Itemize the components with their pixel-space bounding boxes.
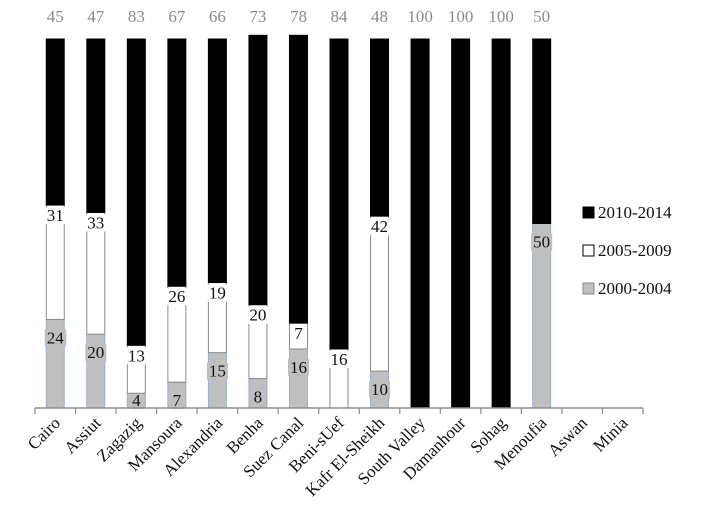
data-label-2005-2009-Mansoura: 26 [168,287,185,306]
bar-segment-2005-2009-Kafr El-Sheikh [370,215,390,372]
data-label-2005-2009-Suez Canal: 7 [294,324,303,343]
data-label-2010-2014-Kafr El-Sheikh: 48 [371,7,388,26]
data-label-2005-2009-Beni-sUef: 16 [331,350,348,369]
data-label-bg [130,392,144,409]
data-label-2005-2009-Kafr El-Sheikh: 42 [371,217,388,236]
bar-segment-2010-2014-Suez Canal [288,34,308,324]
legend-swatch-2000-2004 [582,282,595,295]
data-label-bg [125,347,147,365]
data-label-bg [369,381,391,399]
bar-segment-2010-2014-Damanhour [451,38,471,409]
data-label-2000-2004-Menoufia: 50 [533,233,550,252]
data-label-2010-2014-Sohag: 100 [488,7,514,26]
data-label-2005-2009-Assiut: 33 [87,213,104,232]
data-label-bg [247,306,269,324]
data-label-2010-2014-Beni-sUef: 84 [331,7,349,26]
bar-segment-2010-2014-Zagazig [126,38,146,346]
data-label-2010-2014-Benha: 73 [249,7,266,26]
bar-segment-2010-2014-Beni-sUef [329,38,349,350]
data-label-2005-2009-Benha: 20 [249,306,266,325]
bars-layer: 24 31 45 20 33 47 4 13 83 7 26 67 15 19 66 8 20 73 16 7 78 16… [44,7,553,410]
category-label-cairo: Cairo [24,413,64,453]
data-label-bg [85,344,107,362]
data-label-2010-2014-South Valley: 100 [407,7,433,26]
bar-segment-2010-2014-Assiut [86,38,106,213]
legend: 2010-2014 2005-2009 2000-2004 [582,203,672,298]
data-label-2010-2014-Menoufia: 50 [533,7,550,26]
data-label-2000-2004-Suez Canal: 16 [290,358,307,377]
bar-segment-2010-2014-Alexandria [207,38,227,284]
legend-swatch-2010-2014 [582,206,595,219]
data-label-bg [328,350,350,368]
bar-segment-2010-2014-Mansoura [167,38,187,287]
data-label-bg [44,207,66,225]
legend-label-2005-2009: 2005-2009 [598,241,672,260]
bar-segment-2010-2014-Sohag [491,38,511,409]
data-label-2000-2004-Kafr El-Sheikh: 10 [371,380,388,399]
data-label-bg [206,362,228,380]
data-label-bg [287,358,309,376]
category-labels: CairoAssiutZagazigMansouraAlexandriaBenh… [24,413,632,500]
bar-segment-2010-2014-South Valley [410,38,430,409]
legend-swatch-2005-2009 [582,244,595,257]
data-label-bg [206,284,228,302]
data-label-2010-2014-Suez Canal: 78 [290,7,307,26]
category-label-minia: Minia [589,413,631,455]
data-label-bg [369,218,391,236]
data-label-2010-2014-Damanhour: 100 [448,7,474,26]
data-label-bg [292,325,306,343]
bar-segment-2010-2014-Cairo [45,38,65,206]
bar-segment-2010-2014-Menoufia [532,38,552,224]
data-label-2010-2014-Mansoura: 67 [168,7,186,26]
bar-segment-2010-2014-Kafr El-Sheikh [370,38,390,217]
data-label-bg [531,233,553,251]
category-label-aswan: Aswan [544,413,591,460]
data-label-2000-2004-Mansoura: 7 [173,391,182,410]
data-label-2005-2009-Zagazig: 13 [128,346,145,365]
data-label-2000-2004-Benha: 8 [254,387,263,406]
data-label-bg [44,329,67,347]
legend-label-2010-2014: 2010-2014 [598,203,672,222]
data-label-bg [166,288,188,306]
data-label-2010-2014-Cairo: 45 [47,7,64,26]
data-label-bg [251,388,265,406]
data-label-2005-2009-Cairo: 31 [47,206,64,225]
data-label-2010-2014-Zagazig: 83 [128,7,145,26]
data-label-2000-2004-Cairo: 24 [47,328,65,347]
bar-segment-2010-2014-Benha [248,34,268,306]
data-label-2005-2009-Alexandria: 19 [209,284,226,303]
data-label-bg [170,392,184,409]
data-label-2010-2014-Assiut: 47 [87,7,105,26]
data-label-bg [85,214,107,232]
x-axis-ticks [34,408,644,414]
data-label-2010-2014-Alexandria: 66 [209,7,226,26]
data-label-2000-2004-Assiut: 20 [87,343,104,362]
data-label-2000-2004-Zagazig: 4 [132,391,141,410]
legend-label-2000-2004: 2000-2004 [598,279,672,298]
data-label-2000-2004-Alexandria: 15 [209,362,226,381]
